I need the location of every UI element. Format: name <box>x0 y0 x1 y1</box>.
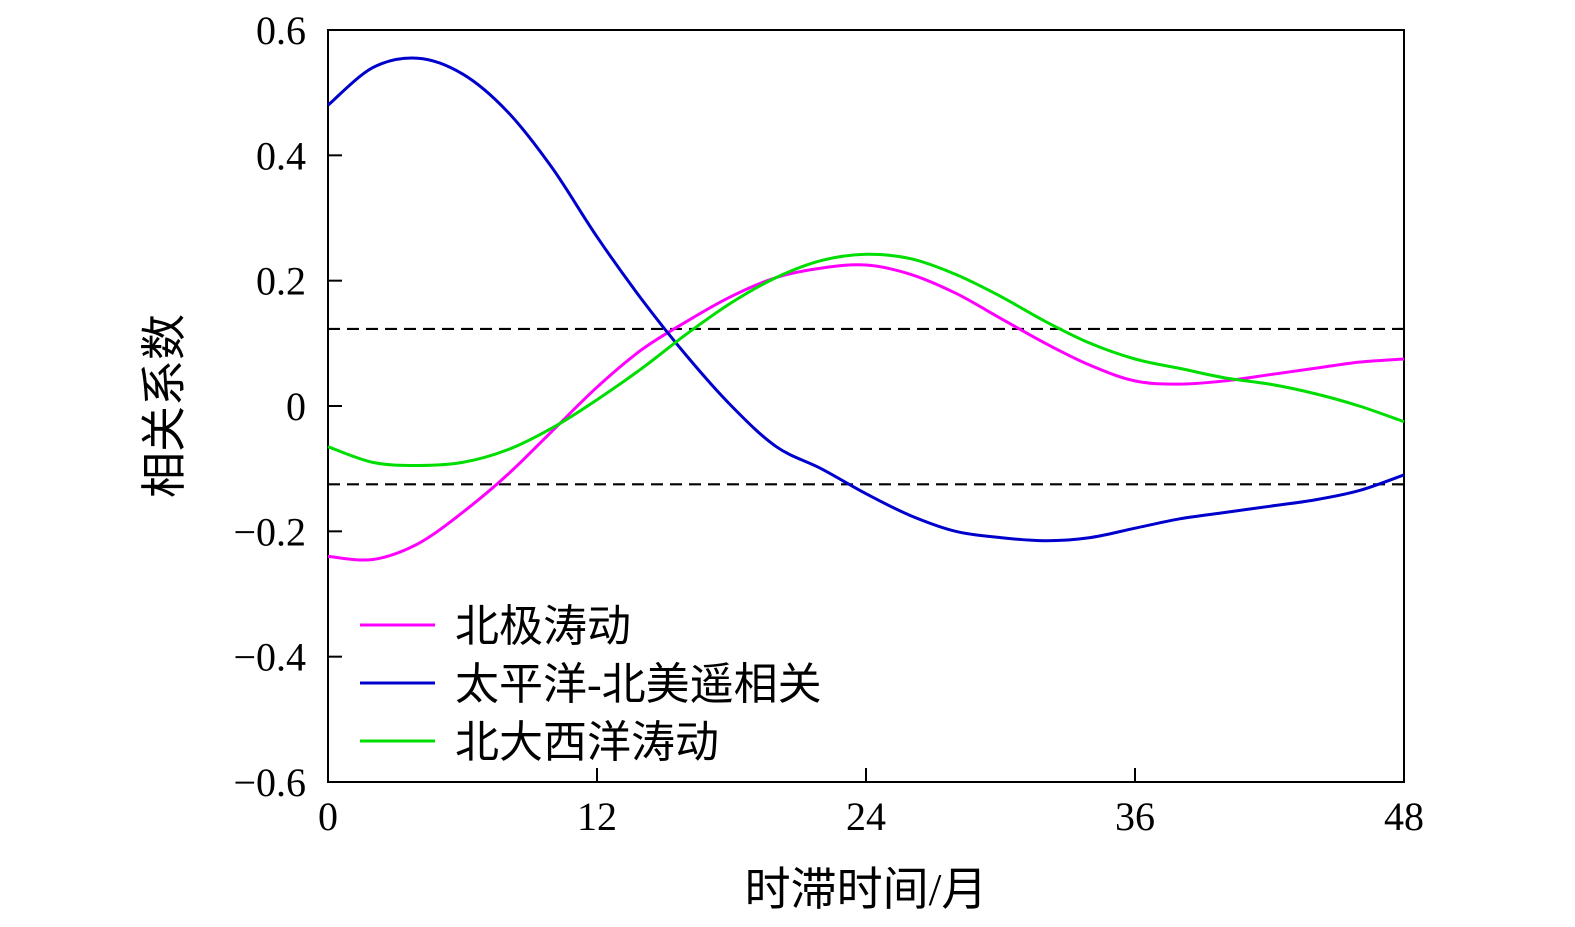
x-tick-label-3: 36 <box>1115 794 1155 839</box>
legend-label-0: 北极涛动 <box>455 602 631 651</box>
y-axis-title: 相关系数 <box>139 314 190 498</box>
x-tick-label-2: 24 <box>846 794 886 839</box>
y-tick-label-0: 0.6 <box>256 8 306 53</box>
x-tick-label-1: 12 <box>577 794 617 839</box>
y-tick-label-1: 0.4 <box>256 133 306 178</box>
x-axis-title: 时滞时间/月 <box>745 864 988 915</box>
reference-lines <box>328 327 1404 486</box>
x-tick-label-0: 0 <box>318 794 338 839</box>
legend-label-1: 太平洋-北美遥相关 <box>455 660 822 709</box>
y-tick-label-6: −0.6 <box>233 760 306 805</box>
y-tick-label-5: −0.4 <box>233 635 306 680</box>
axis-ticks: 0 12 24 36 48 0.6 0.4 0.2 0 −0.2 −0.4 −0.6 <box>233 8 1424 839</box>
series-lines <box>327 56 1405 562</box>
series-line-0 <box>327 263 1405 562</box>
y-tick-label-4: −0.2 <box>233 509 306 554</box>
legend-label-2: 北大西洋涛动 <box>455 718 719 767</box>
y-tick-label-3: 0 <box>286 384 306 429</box>
y-tick-label-2: 0.2 <box>256 259 306 304</box>
series-line-1 <box>327 56 1405 543</box>
x-tick-label-4: 48 <box>1384 794 1424 839</box>
series-line-2 <box>327 252 1405 467</box>
